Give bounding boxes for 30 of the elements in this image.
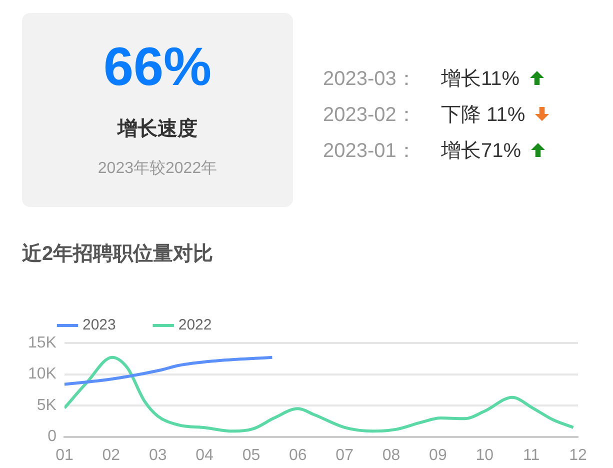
x-tick-label: 06	[288, 446, 307, 464]
x-tick-label: 07	[336, 446, 354, 464]
text: 增长11%	[441, 66, 520, 92]
text: 下降 11%	[441, 102, 526, 128]
x-tick-label: 10	[476, 446, 494, 464]
y-tick-label: 5K	[36, 396, 57, 414]
y-tick-label: 10K	[28, 366, 57, 383]
x-tick-label: 04	[196, 446, 214, 464]
legend-label: 2023	[82, 316, 116, 334]
line-series	[64, 356, 274, 386]
text: 增长速度	[116, 116, 198, 142]
legend-label: 2022	[178, 316, 212, 334]
text: 2023-02：	[323, 102, 418, 128]
x-tick-label: 05	[242, 446, 260, 464]
chart-title: 近2年招聘职位量对比	[22, 242, 214, 267]
x-tick-label: 12	[569, 446, 587, 464]
x-tick-label: 01	[56, 446, 74, 464]
x-tick-label: 08	[382, 446, 400, 464]
x-tick-label: 09	[429, 446, 447, 464]
text: 2023-03：	[323, 66, 418, 92]
x-tick-label: 03	[148, 446, 167, 464]
text: 2023年较2022年	[96, 159, 218, 179]
y-tick-label: 0	[48, 428, 57, 446]
text: 2023-01：	[323, 138, 418, 164]
y-tick-label: 15K	[28, 334, 57, 352]
text: 增长71%	[441, 138, 522, 164]
x-tick-label: 02	[102, 446, 120, 464]
x-tick-label: 11	[523, 446, 540, 464]
text: 66%	[102, 37, 213, 97]
line-series	[64, 356, 575, 433]
